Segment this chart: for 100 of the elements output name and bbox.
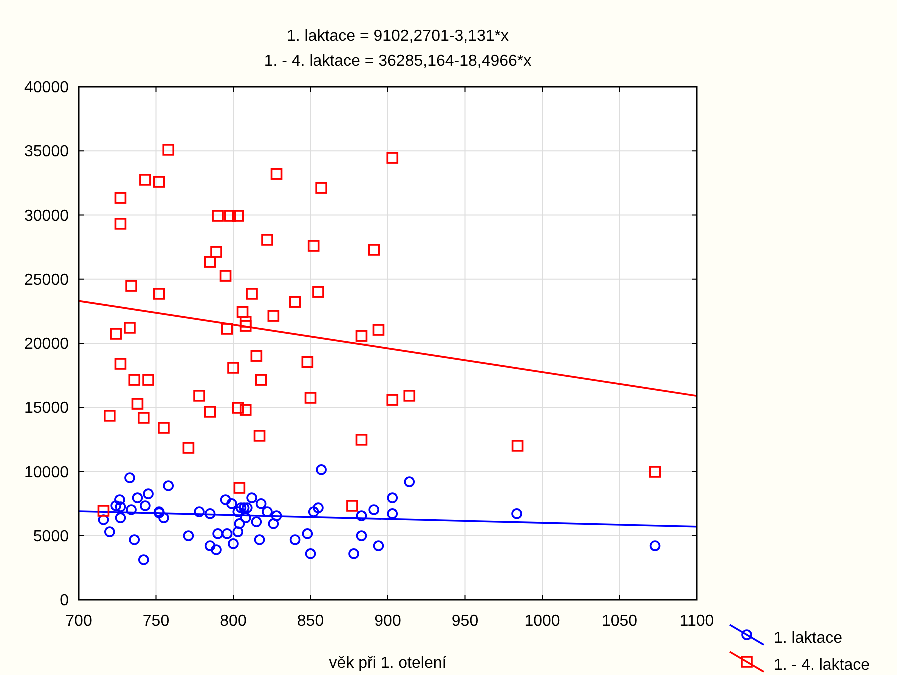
point (224, 210, 236, 222)
x-tick-label: 700 (66, 613, 92, 630)
point (270, 168, 283, 180)
y-tick-label: 25000 (24, 272, 70, 289)
point (254, 430, 266, 442)
point (649, 466, 662, 478)
point (289, 296, 302, 308)
point (356, 330, 368, 342)
x-tick-label: 850 (297, 613, 324, 630)
point (221, 323, 234, 335)
point (240, 512, 252, 524)
point (142, 374, 154, 386)
point (110, 328, 122, 340)
point (204, 540, 216, 552)
point (386, 394, 399, 406)
point (115, 512, 126, 524)
point (271, 510, 282, 522)
point (373, 540, 384, 552)
point (128, 374, 141, 386)
point (308, 240, 320, 252)
point (404, 476, 416, 488)
point (114, 192, 127, 204)
point (204, 406, 216, 418)
point (140, 500, 151, 512)
point (346, 500, 358, 512)
point (304, 392, 317, 404)
point (124, 322, 136, 334)
x-tick-label: 1000 (524, 613, 560, 630)
point (232, 506, 244, 518)
point (212, 528, 224, 540)
point (234, 518, 246, 530)
point (226, 498, 238, 510)
y-tick-label: 0 (60, 592, 70, 610)
point (211, 544, 222, 556)
point (356, 530, 368, 542)
point (262, 234, 274, 246)
point (204, 256, 216, 268)
point (240, 320, 252, 332)
point (356, 510, 368, 522)
point (104, 410, 116, 422)
point (204, 508, 216, 520)
x-tick-label: 750 (142, 613, 170, 630)
point (238, 502, 250, 514)
point (242, 502, 253, 514)
point (512, 440, 524, 452)
y-tick-label: 10000 (24, 464, 70, 482)
point (232, 402, 244, 414)
point (250, 350, 263, 362)
point (114, 358, 127, 370)
point (246, 492, 258, 504)
point (368, 504, 380, 516)
chart-title: 1. laktace = 9102,2701-3,131*x (287, 28, 509, 45)
point (140, 174, 152, 186)
point (262, 506, 273, 518)
point (158, 422, 170, 434)
point (126, 280, 138, 292)
point (387, 508, 398, 520)
point (236, 502, 247, 514)
point (98, 514, 110, 526)
point (372, 324, 385, 336)
point (368, 244, 380, 256)
point (254, 534, 266, 546)
point (115, 502, 126, 512)
x-tick-label: 1050 (602, 613, 638, 630)
point (404, 390, 416, 402)
point (210, 246, 222, 258)
y-tick-label: 5000 (33, 528, 70, 546)
point (110, 500, 122, 512)
point (268, 518, 280, 530)
point (308, 506, 320, 518)
point (114, 218, 127, 230)
x-tick-label: 900 (374, 613, 402, 630)
point (246, 288, 258, 300)
point (302, 356, 314, 368)
x-tick-label: 800 (220, 613, 247, 630)
point (183, 530, 194, 542)
point (512, 508, 522, 520)
point (232, 526, 244, 538)
point (316, 182, 328, 194)
point (153, 288, 166, 300)
point (302, 528, 314, 540)
point (124, 472, 136, 484)
point (313, 502, 324, 514)
point (268, 310, 280, 322)
point (650, 540, 661, 552)
legend-label: 1. laktace (774, 630, 843, 647)
point (386, 152, 399, 164)
point (138, 554, 150, 566)
point (232, 210, 244, 222)
y-tick-label: 20000 (24, 336, 70, 354)
point (220, 270, 232, 282)
point (228, 538, 239, 550)
point (228, 362, 240, 374)
point (251, 516, 262, 528)
point (182, 442, 195, 454)
x-tick-label: 1100 (680, 613, 714, 630)
point (194, 390, 206, 402)
point (153, 176, 166, 188)
x-axis-title: věk při 1. otelení (329, 655, 448, 672)
y-tick-label: 35000 (24, 144, 70, 161)
